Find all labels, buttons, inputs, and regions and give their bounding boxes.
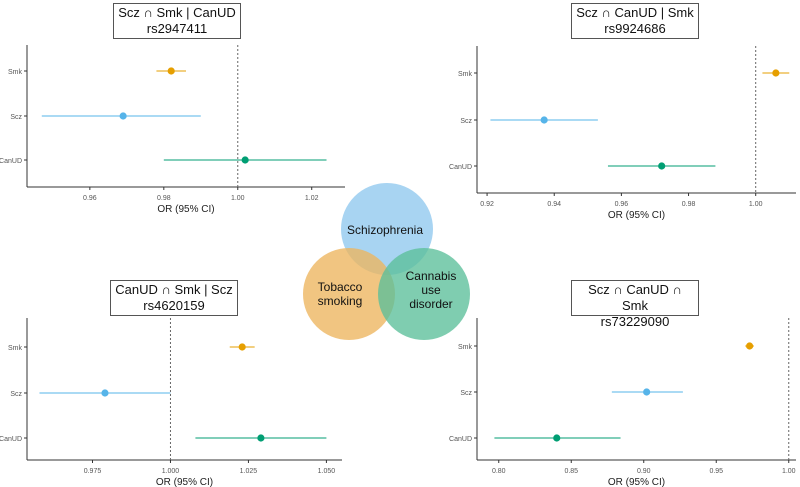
x-tick-label: 0.90 bbox=[637, 468, 651, 475]
x-tick-label: 1.02 bbox=[305, 195, 319, 202]
forest-panel-3: 0.975 1.000 1.025 1.050 OR (95% CI) Smk Scz Can… bbox=[0, 318, 342, 487]
panel-4-subtitle: rs73229090 bbox=[600, 314, 670, 329]
venn-label-3-line-3: disorder bbox=[409, 297, 452, 311]
y-tick-label-scz: Scz bbox=[10, 391, 22, 398]
x-axis-label: OR (95% CI) bbox=[156, 477, 213, 487]
or-point-smk bbox=[772, 69, 780, 77]
panel-2-title: Scz ∩ CanUD | Smk bbox=[576, 5, 694, 20]
or-point-scz bbox=[643, 388, 651, 396]
x-tick-label: 0.94 bbox=[547, 201, 561, 208]
y-tick-label-smk: Smk bbox=[458, 344, 473, 351]
x-axis-label: OR (95% CI) bbox=[157, 204, 214, 215]
venn-label-2-line-2: smoking bbox=[318, 294, 363, 308]
panel-4-title: Scz ∩ CanUD ∩ Smk bbox=[588, 282, 682, 313]
panel-1-subtitle: rs2947411 bbox=[146, 21, 208, 36]
x-tick-label: 0.96 bbox=[83, 195, 97, 202]
x-tick-label: 1.00 bbox=[782, 468, 796, 475]
y-tick-label-canud: CanUD bbox=[0, 158, 22, 165]
or-point-smk bbox=[167, 67, 175, 75]
x-tick-label: 0.95 bbox=[709, 468, 723, 475]
tobacco-smoking-circle bbox=[303, 248, 395, 340]
venn-label-3-line-2: use bbox=[421, 283, 441, 297]
venn-label-1-line-1: Schizophrenia bbox=[347, 223, 423, 237]
y-tick-label-smk: Smk bbox=[8, 69, 23, 76]
panel-3-title: CanUD ∩ Smk | Scz bbox=[115, 282, 233, 297]
y-tick-label-scz: Scz bbox=[460, 390, 472, 397]
y-tick-label-scz: Scz bbox=[10, 114, 22, 121]
forest-panel-1: 0.96 0.98 1.00 1.02 OR (95% CI) Smk Scz CanUD bbox=[0, 45, 345, 215]
y-tick-label-smk: Smk bbox=[8, 345, 23, 352]
cannabis-use-disorder-circle bbox=[378, 248, 470, 340]
y-tick-label-canud: CanUD bbox=[0, 436, 22, 443]
venn-label-3-line-1: Cannabis bbox=[406, 269, 457, 283]
panel-1-title: Scz ∩ Smk | CanUD bbox=[118, 5, 236, 20]
x-tick-label: 1.050 bbox=[318, 468, 336, 475]
x-axis-label: OR (95% CI) bbox=[608, 210, 665, 221]
or-point-smk bbox=[238, 343, 246, 351]
x-tick-label: 0.975 bbox=[84, 468, 102, 475]
x-tick-label: 0.98 bbox=[157, 195, 171, 202]
or-point-scz bbox=[119, 112, 127, 120]
x-axis-label: OR (95% CI) bbox=[608, 477, 665, 487]
x-tick-label: 1.00 bbox=[231, 195, 245, 202]
forest-panel-4: 0.80 0.85 0.90 0.95 1.00 OR (95% CI) Smk Scz Can… bbox=[449, 318, 796, 487]
x-tick-label: 0.80 bbox=[492, 468, 506, 475]
y-tick-label-canud: CanUD bbox=[449, 436, 472, 443]
or-point-scz bbox=[101, 389, 109, 397]
venn-label-2-line-1: Tobacco bbox=[318, 280, 363, 294]
panel-3-subtitle: rs4620159 bbox=[143, 298, 205, 313]
or-point-canud bbox=[553, 434, 561, 442]
or-point-smk bbox=[746, 342, 754, 350]
forest-panel-2: 0.92 0.94 0.96 0.98 1.00 OR (95% CI) Smk Scz Can… bbox=[449, 46, 796, 221]
or-point-canud bbox=[241, 156, 249, 164]
panel-1-title-box: Scz ∩ Smk | CanUD rs2947411 bbox=[113, 3, 241, 39]
panel-3-title-box: CanUD ∩ Smk | Scz rs4620159 bbox=[110, 280, 238, 316]
x-tick-label: 1.00 bbox=[749, 201, 763, 208]
x-tick-label: 0.98 bbox=[682, 201, 696, 208]
panel-2-title-box: Scz ∩ CanUD | Smk rs9924686 bbox=[571, 3, 699, 39]
x-tick-label: 0.92 bbox=[480, 201, 494, 208]
or-point-scz bbox=[540, 116, 548, 124]
x-tick-label: 0.85 bbox=[564, 468, 578, 475]
x-tick-label: 0.96 bbox=[615, 201, 629, 208]
or-point-canud bbox=[257, 434, 265, 442]
y-tick-label-canud: CanUD bbox=[449, 164, 472, 171]
x-tick-label: 1.000 bbox=[162, 468, 180, 475]
x-tick-label: 1.025 bbox=[240, 468, 258, 475]
panel-4-title-box: Scz ∩ CanUD ∩ Smk rs73229090 bbox=[571, 280, 699, 329]
or-point-canud bbox=[658, 162, 666, 170]
y-tick-label-scz: Scz bbox=[460, 118, 472, 125]
y-tick-label-smk: Smk bbox=[458, 71, 473, 78]
panel-2-subtitle: rs9924686 bbox=[604, 21, 666, 36]
